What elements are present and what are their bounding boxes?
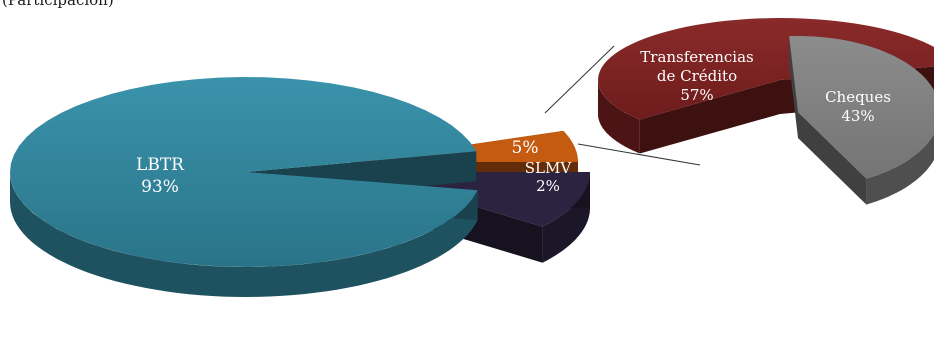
slice-cheques: [789, 36, 934, 205]
connector-line-top: [544, 45, 615, 114]
label-cce: CCE 5%: [506, 116, 544, 158]
label-cheques: Cheques 43%: [825, 88, 891, 125]
label-slmv: SLMV 2%: [525, 159, 573, 195]
chart-subtitle: (Participación): [2, 0, 114, 9]
label-lbtr: LBTR 93%: [136, 155, 185, 197]
slice-lbtr: [10, 77, 478, 297]
connector-line-bottom: [577, 143, 701, 166]
label-transferencias: Transferencias de Crédito 57%: [640, 48, 753, 104]
